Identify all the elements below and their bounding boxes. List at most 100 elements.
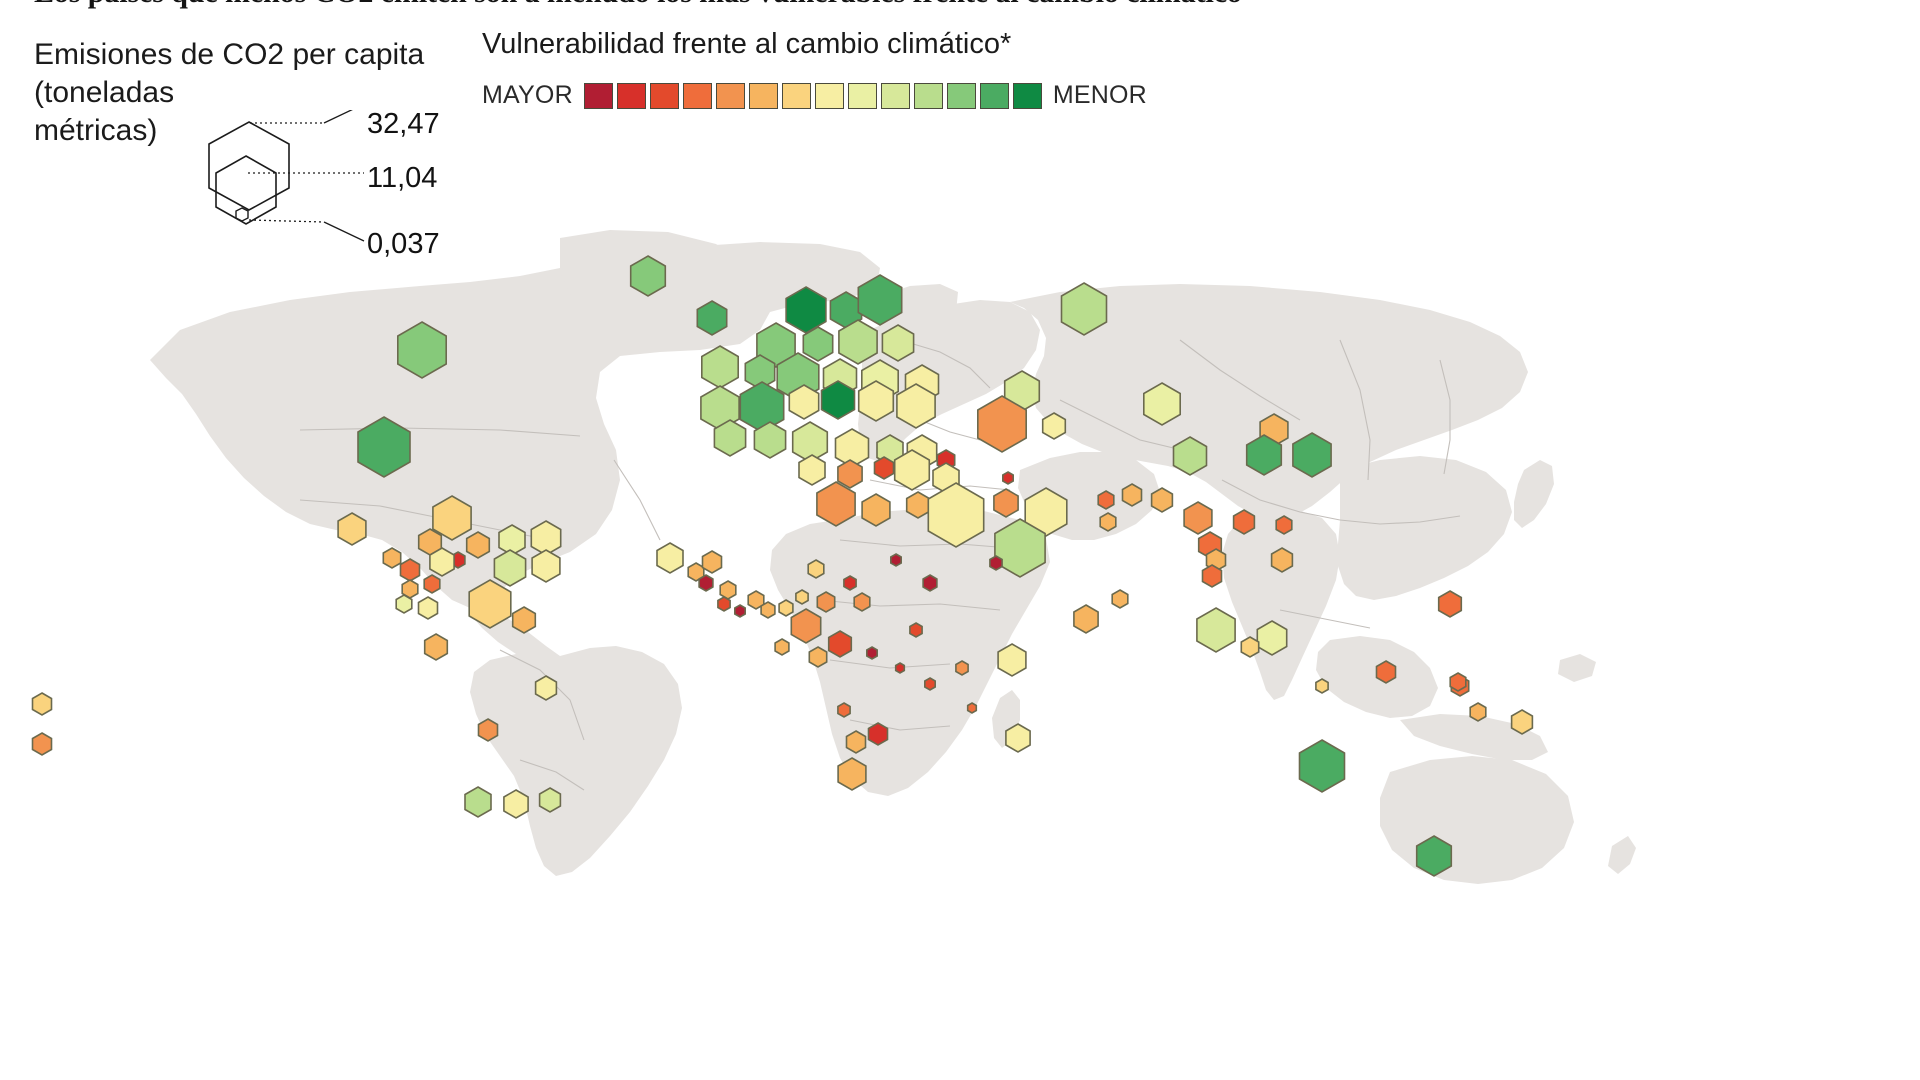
country-hexagon[interactable] bbox=[1275, 515, 1293, 535]
country-hexagon[interactable] bbox=[1041, 412, 1067, 440]
country-hexagon[interactable] bbox=[808, 646, 828, 668]
country-hexagon[interactable] bbox=[827, 630, 853, 658]
country-hexagon[interactable] bbox=[760, 601, 776, 619]
country-hexagon[interactable] bbox=[468, 579, 512, 629]
country-hexagon[interactable] bbox=[698, 574, 714, 592]
country-hexagon[interactable] bbox=[31, 692, 53, 716]
country-hexagon[interactable] bbox=[820, 380, 856, 420]
country-hexagon[interactable] bbox=[1001, 471, 1015, 485]
country-hexagon[interactable] bbox=[845, 730, 867, 754]
country-hexagon[interactable] bbox=[432, 495, 472, 541]
country-hexagon[interactable] bbox=[857, 274, 903, 326]
country-hexagon[interactable] bbox=[1375, 660, 1397, 684]
country-hexagon[interactable] bbox=[753, 421, 787, 459]
country-hexagon[interactable] bbox=[923, 677, 937, 691]
country-hexagon[interactable] bbox=[774, 638, 790, 656]
country-hexagon[interactable] bbox=[905, 491, 931, 519]
country-hexagon[interactable] bbox=[861, 493, 891, 527]
country-hexagon[interactable] bbox=[423, 633, 449, 661]
country-hexagon[interactable] bbox=[1240, 636, 1260, 658]
country-hexagon[interactable] bbox=[382, 547, 402, 569]
country-hexagon[interactable] bbox=[1298, 739, 1346, 793]
country-hexagon[interactable] bbox=[1183, 501, 1213, 535]
country-hexagon[interactable] bbox=[733, 604, 747, 618]
country-hexagon[interactable] bbox=[1024, 487, 1068, 537]
country-hexagon[interactable] bbox=[994, 518, 1046, 578]
country-hexagon[interactable] bbox=[337, 512, 367, 546]
country-hexagon[interactable] bbox=[357, 416, 411, 478]
country-hexagon[interactable] bbox=[1245, 434, 1283, 476]
country-hexagon[interactable] bbox=[1121, 483, 1143, 507]
country-hexagon[interactable] bbox=[717, 596, 731, 612]
country-hexagon[interactable] bbox=[1449, 672, 1467, 692]
country-hexagon[interactable] bbox=[894, 662, 906, 674]
country-hexagon[interactable] bbox=[927, 482, 985, 548]
country-hexagon[interactable] bbox=[1143, 382, 1181, 426]
country-hexagon[interactable] bbox=[396, 321, 448, 379]
country-hexagon[interactable] bbox=[909, 622, 923, 638]
country-hexagon[interactable] bbox=[701, 550, 723, 574]
country-hexagon[interactable] bbox=[531, 549, 561, 583]
country-hexagon[interactable] bbox=[629, 255, 667, 297]
country-hexagon[interactable] bbox=[1172, 436, 1208, 476]
country-hexagon[interactable] bbox=[865, 646, 879, 660]
country-hexagon[interactable] bbox=[1005, 723, 1031, 753]
country-hexagon[interactable] bbox=[837, 702, 851, 718]
country-hexagon[interactable] bbox=[873, 456, 895, 480]
country-hexagon[interactable] bbox=[696, 300, 728, 336]
country-hexagon[interactable] bbox=[843, 575, 857, 591]
country-hexagon[interactable] bbox=[785, 286, 827, 334]
country-hexagon[interactable] bbox=[1270, 547, 1294, 573]
country-hexagon[interactable] bbox=[1097, 490, 1115, 510]
country-hexagon[interactable] bbox=[713, 419, 747, 457]
country-hexagon[interactable] bbox=[747, 590, 765, 610]
country-hexagon[interactable] bbox=[867, 722, 889, 746]
country-hexagon[interactable] bbox=[881, 324, 915, 362]
country-hexagon[interactable] bbox=[1060, 282, 1108, 336]
country-hexagon[interactable] bbox=[395, 594, 413, 614]
country-hexagon[interactable] bbox=[31, 732, 53, 756]
country-hexagon[interactable] bbox=[399, 558, 421, 582]
country-hexagon[interactable] bbox=[511, 606, 537, 634]
country-hexagon[interactable] bbox=[997, 643, 1027, 677]
country-hexagon[interactable] bbox=[893, 449, 931, 491]
country-hexagon[interactable] bbox=[1201, 564, 1223, 588]
country-hexagon[interactable] bbox=[816, 481, 856, 527]
country-hexagon[interactable] bbox=[838, 319, 878, 365]
country-hexagon[interactable] bbox=[656, 542, 684, 574]
country-hexagon[interactable] bbox=[538, 787, 562, 813]
country-hexagon[interactable] bbox=[477, 718, 499, 742]
country-hexagon[interactable] bbox=[1196, 607, 1236, 653]
country-hexagon[interactable] bbox=[993, 488, 1019, 518]
country-hexagon[interactable] bbox=[423, 574, 441, 594]
country-hexagon[interactable] bbox=[976, 395, 1027, 453]
country-hexagon[interactable] bbox=[778, 599, 794, 617]
country-hexagon[interactable] bbox=[1150, 487, 1174, 513]
country-hexagon[interactable] bbox=[798, 454, 826, 486]
country-hexagon[interactable] bbox=[795, 589, 809, 605]
country-hexagon[interactable] bbox=[719, 580, 737, 600]
country-hexagon[interactable] bbox=[1232, 509, 1256, 535]
country-hexagon[interactable] bbox=[1111, 589, 1129, 609]
country-hexagon[interactable] bbox=[493, 549, 527, 587]
country-hexagon[interactable] bbox=[955, 660, 969, 676]
country-hexagon[interactable] bbox=[464, 786, 492, 818]
country-hexagon[interactable] bbox=[1469, 702, 1487, 722]
country-hexagon[interactable] bbox=[790, 608, 822, 644]
country-hexagon[interactable] bbox=[700, 345, 740, 389]
country-hexagon[interactable] bbox=[853, 592, 871, 612]
country-hexagon[interactable] bbox=[1510, 709, 1534, 735]
country-hexagon[interactable] bbox=[1437, 590, 1463, 618]
country-hexagon[interactable] bbox=[788, 384, 820, 420]
country-hexagon[interactable] bbox=[807, 559, 825, 579]
country-hexagon[interactable] bbox=[1099, 512, 1117, 532]
country-hexagon[interactable] bbox=[802, 326, 834, 362]
country-hexagon[interactable] bbox=[837, 757, 867, 791]
country-hexagon[interactable] bbox=[989, 555, 1003, 571]
country-hexagon[interactable] bbox=[966, 702, 978, 714]
country-hexagon[interactable] bbox=[1292, 432, 1332, 478]
country-hexagon[interactable] bbox=[922, 574, 938, 592]
country-hexagon[interactable] bbox=[503, 789, 529, 819]
country-hexagon[interactable] bbox=[857, 380, 895, 422]
country-hexagon[interactable] bbox=[816, 591, 836, 613]
